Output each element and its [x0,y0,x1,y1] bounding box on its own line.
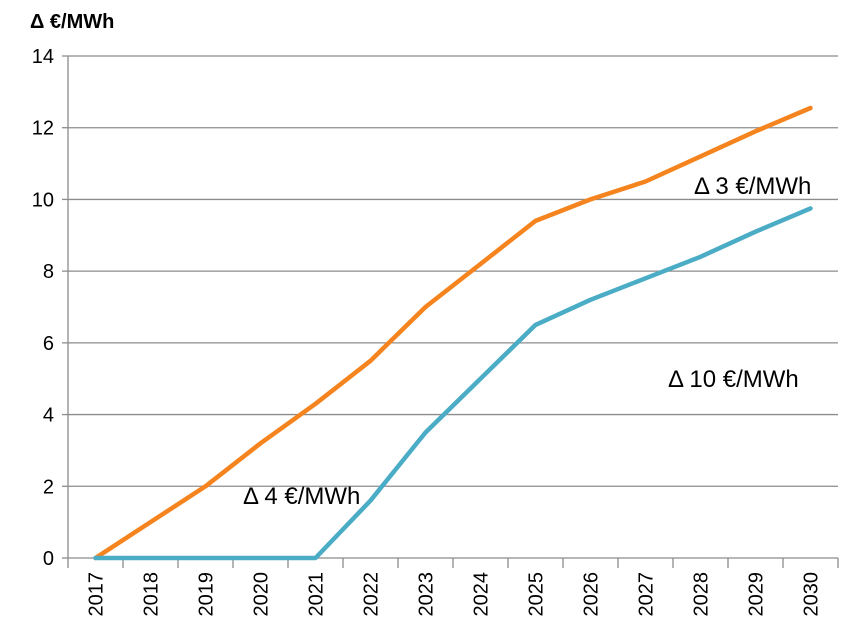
gridlines [67,55,838,559]
x-tick-label: 2020 [251,572,273,617]
y-tick-label: 14 [32,46,54,68]
x-tick-label: 2030 [801,572,823,617]
y-axis-ticks: 0 2 4 6 8 10 12 14 [32,46,68,570]
x-tick-label: 2022 [361,572,383,617]
x-axis-ticks: 2017 2018 2019 2020 2021 2022 2023 2024 2025 2026… [67,558,839,617]
annotation-delta-4: Δ 4 €/MWh [243,483,360,510]
y-tick-label: 4 [43,405,54,427]
series-line-1 [93,206,813,561]
annotation-delta-10: Δ 10 €/MWh [668,366,799,393]
x-tick-label: 2025 [526,572,548,617]
annotations: Δ 3 €/MWh Δ 10 €/MWh Δ 4 €/MWh [243,173,811,510]
x-tick-label: 2021 [306,572,328,617]
y-tick-label: 8 [43,261,54,283]
x-tick-label: 2024 [471,572,493,617]
y-tick-label: 0 [43,548,54,570]
series-line-0 [93,105,813,561]
x-tick-label: 2019 [196,572,218,617]
series-lines [93,105,813,561]
x-tick-label: 2026 [581,572,603,617]
x-tick-label: 2028 [691,572,713,617]
x-tick-label: 2018 [141,572,163,617]
x-tick-label: 2023 [416,572,438,617]
x-tick-label: 2027 [636,572,658,617]
x-tick-label: 2017 [86,572,108,617]
y-axis-title: Δ €/MWh [30,11,114,33]
y-tick-label: 2 [43,476,54,498]
y-tick-label: 12 [32,118,54,140]
y-tick-label: 10 [32,189,54,211]
y-tick-label: 6 [43,333,54,355]
annotation-delta-3: Δ 3 €/MWh [694,173,811,200]
x-tick-label: 2029 [746,572,768,617]
